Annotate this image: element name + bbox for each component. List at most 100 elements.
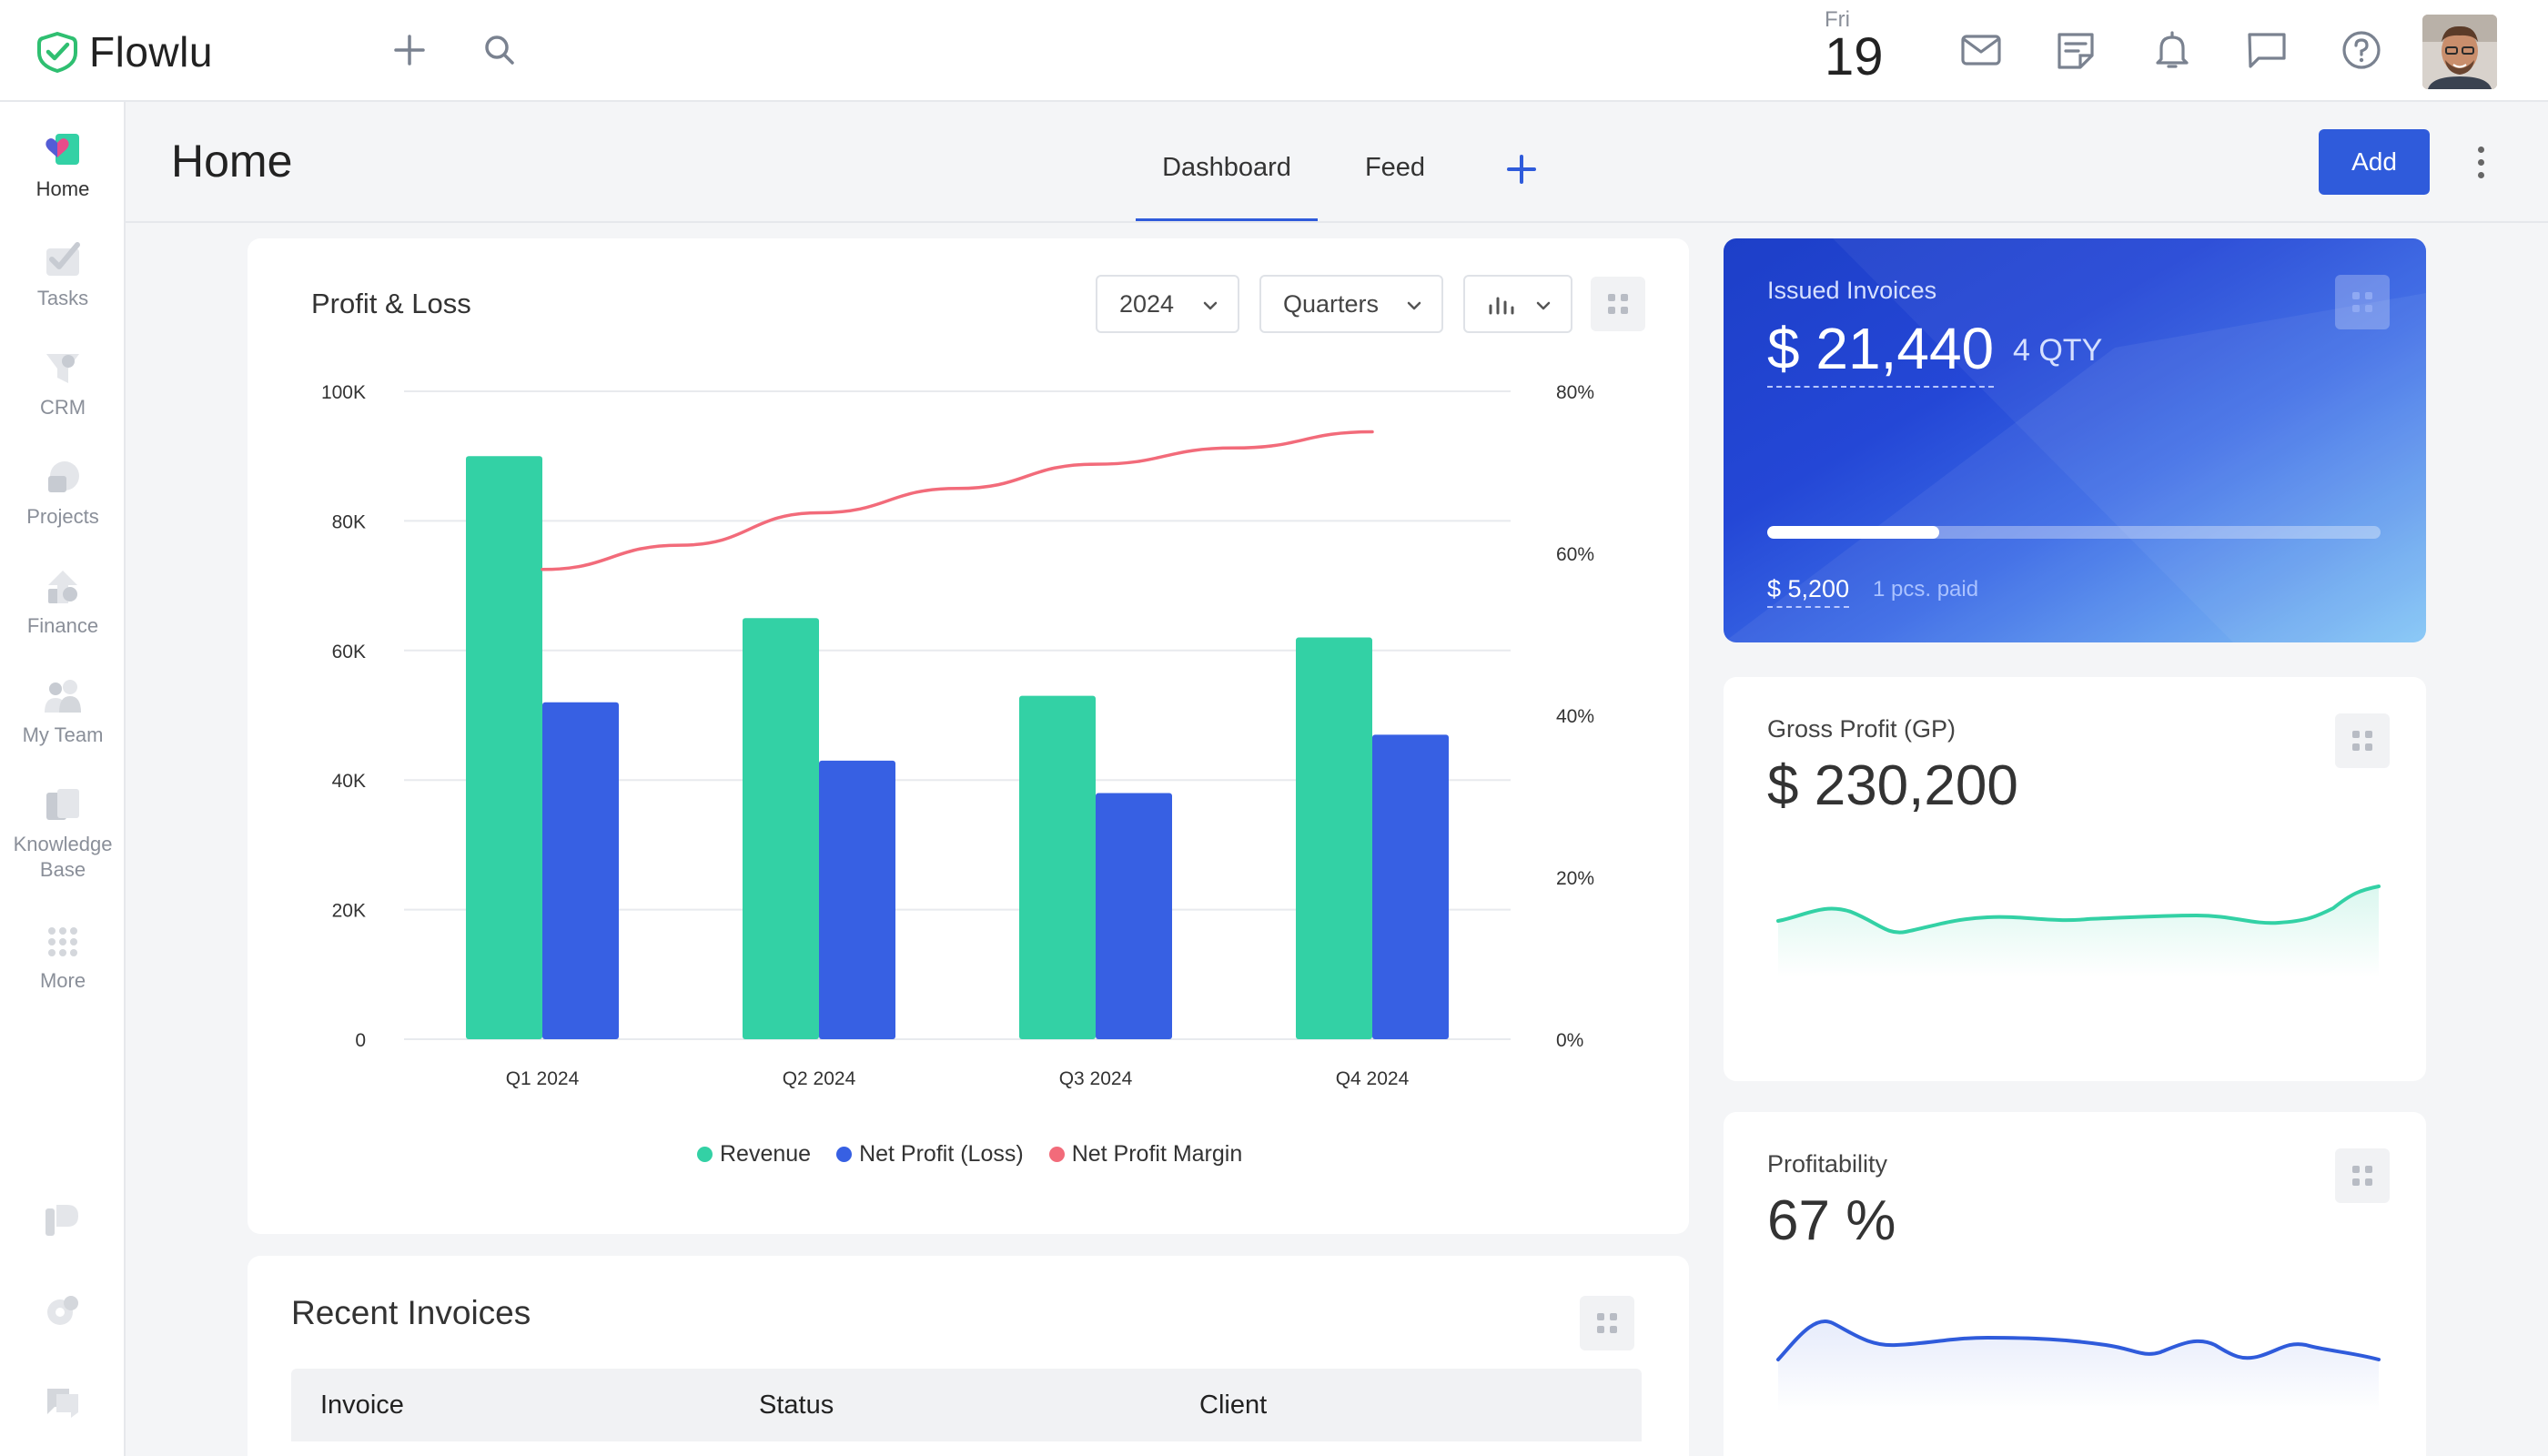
add-tab-plus-icon[interactable] bbox=[1502, 149, 1542, 189]
sidebar-item-tasks[interactable]: Tasks bbox=[0, 238, 126, 311]
legend-label: Net Profit (Loss) bbox=[859, 1141, 1024, 1167]
bar-chart-icon bbox=[1489, 297, 1514, 315]
period-select[interactable]: Quarters bbox=[1259, 275, 1443, 333]
team-icon bbox=[42, 675, 84, 717]
bar-net-profit bbox=[542, 702, 619, 1039]
recent-invoices-card: Recent Invoices Invoice Status Client bbox=[248, 1256, 1689, 1456]
chat-icon[interactable] bbox=[2244, 27, 2290, 73]
drag-handle-icon[interactable] bbox=[2335, 1148, 2390, 1203]
bar-net-profit bbox=[819, 760, 895, 1039]
user-photo-icon bbox=[2422, 15, 2497, 89]
year-select[interactable]: 2024 bbox=[1096, 275, 1239, 333]
bar-revenue bbox=[743, 618, 819, 1039]
y2-tick-label: 0% bbox=[1556, 1030, 1583, 1051]
paid-amount[interactable]: $ 5,200 bbox=[1767, 575, 1850, 608]
x-tick-label: Q3 2024 bbox=[1059, 1068, 1133, 1089]
sidebar-item-label: More bbox=[39, 969, 86, 992]
search-icon[interactable] bbox=[477, 27, 522, 73]
legend-dot bbox=[836, 1147, 853, 1162]
chart-type-select[interactable] bbox=[1463, 275, 1572, 333]
sidebar-pinned-app-icon[interactable] bbox=[42, 1199, 84, 1241]
sidebar-item-home[interactable]: Home bbox=[0, 129, 126, 202]
chart-legend: Revenue Net Profit (Loss) Net Profit Mar… bbox=[697, 1141, 1242, 1168]
legend-label: Net Profit Margin bbox=[1071, 1141, 1243, 1167]
column-header-invoice[interactable]: Invoice bbox=[320, 1390, 404, 1420]
mail-icon[interactable] bbox=[1958, 27, 2004, 73]
invoice-paid-progress bbox=[1767, 526, 2381, 539]
tab-feed[interactable]: Feed bbox=[1364, 153, 1426, 182]
plus-icon[interactable] bbox=[387, 27, 432, 73]
y-tick-label: 100K bbox=[321, 382, 366, 403]
sidebar-item-crm[interactable]: CRM bbox=[0, 348, 126, 420]
sidebar-item-label: Finance bbox=[26, 614, 99, 637]
date-weekday: Fri bbox=[1825, 7, 1850, 32]
y-tick-label: 40K bbox=[332, 771, 366, 792]
y-tick-label: 80K bbox=[332, 511, 366, 532]
sidebar-item-finance[interactable]: Finance bbox=[0, 566, 126, 639]
sparkline-line bbox=[1776, 1320, 2381, 1361]
chevron-down-icon bbox=[1407, 301, 1421, 310]
crm-icon bbox=[42, 348, 84, 389]
sidebar-item-projects[interactable]: Projects bbox=[0, 457, 126, 530]
bar-net-profit bbox=[1096, 793, 1172, 1039]
net-profit-margin-line bbox=[541, 430, 1374, 571]
drag-handle-icon[interactable] bbox=[2335, 275, 2390, 329]
notes-icon[interactable] bbox=[2053, 27, 2098, 73]
year-select-value: 2024 bbox=[1119, 289, 1175, 318]
recent-invoices-title: Recent Invoices bbox=[291, 1294, 531, 1331]
bell-icon[interactable] bbox=[2149, 27, 2195, 73]
profitability-label: Profitability bbox=[1767, 1150, 1888, 1178]
column-header-status[interactable]: Status bbox=[759, 1390, 834, 1420]
invoice-paid-progress-fill bbox=[1767, 526, 1939, 539]
sidebar-item-more[interactable]: More bbox=[0, 921, 126, 994]
app-logo[interactable]: Flowlu bbox=[36, 27, 213, 76]
drag-handle-icon[interactable] bbox=[1580, 1296, 1634, 1350]
sidebar-item-label: CRM bbox=[39, 396, 86, 419]
profit-loss-card: Profit & Loss 2024 Quarters 0 20K 40K 60K 80… bbox=[248, 238, 1689, 1234]
sidebar-item-label: Projects bbox=[26, 505, 99, 528]
x-tick-label: Q1 2024 bbox=[506, 1068, 580, 1089]
support-chat-icon[interactable] bbox=[42, 1380, 84, 1421]
paid-note: 1 pcs. paid bbox=[1873, 577, 1979, 602]
column-header-client[interactable]: Client bbox=[1199, 1390, 1268, 1420]
profitability-card: Profitability 67 % bbox=[1724, 1112, 2426, 1456]
y2-tick-label: 40% bbox=[1556, 706, 1594, 727]
user-avatar[interactable] bbox=[2422, 15, 2497, 89]
legend-item-net-profit[interactable]: Net Profit (Loss) bbox=[836, 1141, 1024, 1168]
add-button[interactable]: Add bbox=[2319, 129, 2430, 195]
bar-revenue bbox=[1296, 637, 1372, 1039]
sidebar-item-my-team[interactable]: My Team bbox=[0, 675, 126, 748]
finance-icon bbox=[42, 566, 84, 608]
issued-invoices-card[interactable]: Issued Invoices $ 21,440 4 QTY $ 5,200 1… bbox=[1724, 238, 2426, 642]
profitability-sparkline bbox=[1776, 1320, 2381, 1412]
help-icon[interactable] bbox=[2339, 27, 2384, 73]
drag-handle-icon[interactable] bbox=[1591, 277, 1645, 331]
profitability-value: 67 % bbox=[1767, 1189, 1896, 1252]
legend-item-net-profit-margin[interactable]: Net Profit Margin bbox=[1048, 1141, 1243, 1168]
top-bar: Flowlu Fri 19 bbox=[0, 0, 2548, 102]
settings-gear-icon[interactable] bbox=[42, 1290, 84, 1332]
more-options-icon[interactable] bbox=[2468, 138, 2493, 186]
profit-loss-chart: 0 20K 40K 60K 80K 100K 0% 20% 40% 60% 80% Q1 2024 Q2… bbox=[321, 382, 1594, 1089]
bar-net-profit bbox=[1372, 734, 1449, 1039]
sidebar-item-label: Knowledge Base bbox=[13, 833, 113, 881]
legend-item-revenue[interactable]: Revenue bbox=[697, 1141, 811, 1168]
legend-dot bbox=[1048, 1147, 1065, 1162]
y-tick-label: 0 bbox=[355, 1030, 366, 1051]
drag-handle-icon[interactable] bbox=[2335, 713, 2390, 768]
sidebar-item-knowledge-base[interactable]: Knowledge Base bbox=[0, 784, 126, 883]
page-title: Home bbox=[171, 136, 293, 187]
tab-dashboard[interactable]: Dashboard bbox=[1136, 136, 1318, 222]
current-date[interactable]: Fri 19 bbox=[1825, 7, 1897, 84]
y2-tick-label: 80% bbox=[1556, 382, 1594, 403]
chevron-down-icon bbox=[1203, 301, 1218, 310]
period-select-value: Quarters bbox=[1283, 289, 1380, 318]
profit-loss-title: Profit & Loss bbox=[311, 288, 471, 319]
app-name: Flowlu bbox=[89, 28, 213, 76]
date-day-number: 19 bbox=[1825, 27, 1884, 86]
issued-invoices-label: Issued Invoices bbox=[1767, 277, 1937, 304]
y2-tick-label: 20% bbox=[1556, 868, 1594, 889]
issued-invoices-amount[interactable]: $ 21,440 bbox=[1767, 315, 1995, 388]
bar-revenue bbox=[466, 456, 542, 1039]
knowledge-base-icon bbox=[42, 784, 84, 826]
